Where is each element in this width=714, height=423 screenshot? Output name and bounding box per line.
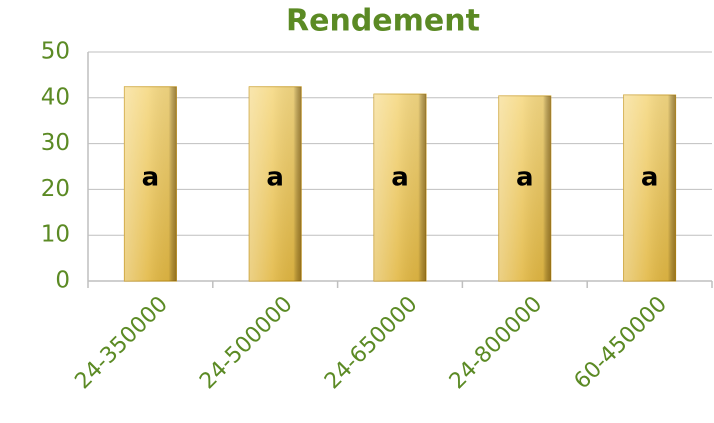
chart-title: Rendement bbox=[286, 4, 480, 39]
bar-shade bbox=[498, 95, 551, 281]
bar-annotation: a bbox=[391, 163, 409, 193]
bar-shade bbox=[623, 95, 676, 281]
bar-annotation: a bbox=[516, 163, 534, 193]
y-tick-label: 0 bbox=[55, 268, 70, 294]
bar-shade bbox=[124, 86, 177, 281]
x-tick-label: 24-800000 bbox=[445, 292, 547, 394]
y-tick-label: 40 bbox=[41, 84, 70, 110]
y-tick-label: 30 bbox=[41, 130, 70, 156]
x-tick-label: 24-500000 bbox=[195, 292, 297, 394]
bar-shade bbox=[249, 86, 302, 281]
bar-shade bbox=[374, 94, 426, 281]
bar-annotation: a bbox=[266, 163, 284, 193]
y-tick-label: 50 bbox=[41, 39, 70, 65]
bar-annotation: a bbox=[641, 163, 659, 193]
bar-annotation: a bbox=[142, 163, 160, 193]
x-tick-label: 24-350000 bbox=[70, 292, 172, 394]
x-tick-label: 60-450000 bbox=[570, 292, 672, 394]
x-tick-label: 24-650000 bbox=[320, 292, 422, 394]
y-tick-label: 10 bbox=[41, 222, 70, 248]
y-tick-label: 20 bbox=[41, 176, 70, 202]
